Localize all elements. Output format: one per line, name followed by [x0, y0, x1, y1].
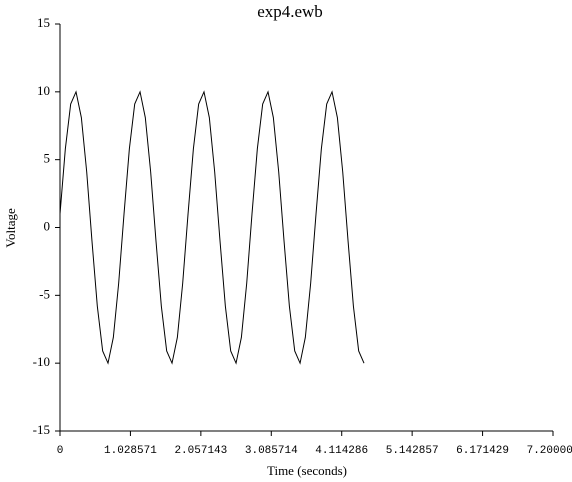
- x-tick-label: 7.200000: [527, 445, 572, 457]
- x-tick-label: 4.114286: [315, 445, 368, 457]
- y-axis-label: Voltage: [3, 208, 18, 248]
- x-tick-label: 3.085714: [245, 445, 298, 457]
- y-tick-label: 10: [37, 83, 50, 98]
- x-tick-label: 2.057143: [174, 445, 227, 457]
- line-series: [59, 90, 365, 365]
- y-tick-label: -10: [33, 354, 50, 369]
- y-tick-label: -15: [33, 422, 50, 437]
- chart-title: exp4.ewb: [257, 2, 323, 21]
- y-tick-label: -5: [39, 286, 50, 301]
- x-tick-label: 6.171429: [456, 445, 509, 457]
- x-tick-label: 0: [57, 445, 64, 457]
- y-tick-label: 15: [37, 15, 50, 30]
- x-tick-label: 1.028571: [104, 445, 157, 457]
- y-tick-label: 0: [44, 218, 51, 233]
- x-tick-label: 5.142857: [386, 445, 439, 457]
- x-axis-label: Time (seconds): [267, 463, 347, 478]
- y-tick-label: 5: [44, 151, 51, 166]
